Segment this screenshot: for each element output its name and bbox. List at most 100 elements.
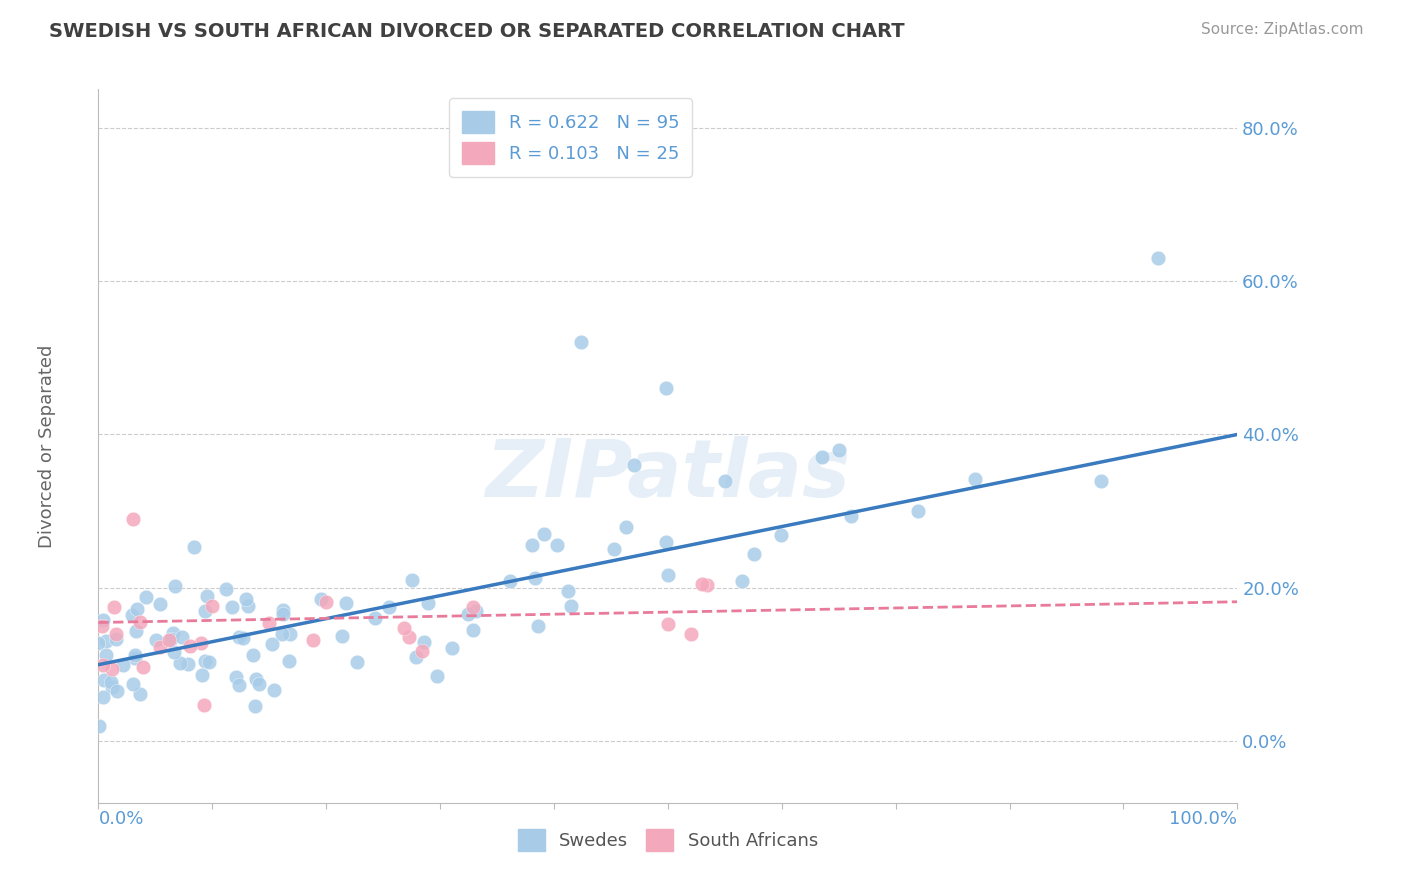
Point (90, 619, 112, 633)
Point (418, 596, 440, 610)
Point (183, 540, 205, 554)
Point (499, 574, 522, 589)
Point (657, 568, 679, 582)
Point (405, 650, 427, 665)
Point (262, 637, 284, 651)
Point (145, 632, 167, 647)
Point (398, 630, 420, 644)
Point (165, 579, 187, 593)
Point (170, 631, 193, 645)
Point (335, 597, 357, 611)
Point (101, 680, 124, 694)
Point (149, 597, 172, 611)
Point (105, 626, 128, 640)
Point (907, 504, 929, 518)
Point (129, 615, 152, 629)
Point (1090, 474, 1112, 488)
Point (679, 626, 702, 640)
Point (162, 626, 184, 640)
Point (87, 635, 110, 649)
Text: Source: ZipAtlas.com: Source: ZipAtlas.com (1201, 22, 1364, 37)
Point (238, 599, 260, 614)
Point (157, 633, 180, 648)
Text: 0.0%: 0.0% (98, 811, 143, 829)
Point (965, 471, 987, 485)
Point (623, 458, 645, 473)
Point (193, 698, 215, 713)
Point (346, 655, 368, 669)
Point (839, 508, 862, 523)
Point (315, 595, 337, 609)
Point (242, 648, 264, 662)
Point (1146, 251, 1168, 265)
Point (235, 592, 257, 607)
Point (91, 690, 114, 704)
Point (121, 607, 143, 622)
Point (100, 675, 122, 690)
Point (696, 578, 718, 592)
Point (169, 656, 191, 670)
Point (811, 450, 834, 464)
Point (411, 644, 433, 658)
Legend: Swedes, South Africans: Swedes, South Africans (510, 822, 825, 858)
Point (245, 699, 267, 714)
Point (177, 657, 200, 671)
Point (463, 624, 485, 638)
Point (105, 683, 128, 698)
Point (731, 574, 754, 588)
Point (191, 668, 214, 682)
Point (401, 574, 423, 588)
Point (93, 673, 115, 687)
Point (225, 670, 247, 684)
Point (546, 538, 568, 552)
Point (245, 672, 267, 686)
Point (190, 636, 212, 650)
Point (524, 571, 547, 585)
Point (655, 381, 678, 395)
Text: SWEDISH VS SOUTH AFRICAN DIVORCED OR SEPARATED CORRELATION CHART: SWEDISH VS SOUTH AFRICAN DIVORCED OR SEP… (49, 22, 905, 41)
Point (614, 520, 637, 534)
Point (89, 718, 111, 732)
Point (91, 613, 114, 627)
Point (194, 604, 217, 618)
Point (440, 641, 463, 656)
Point (100, 662, 122, 676)
Point (124, 651, 146, 665)
Point (278, 626, 301, 640)
Point (461, 599, 484, 614)
Point (527, 618, 550, 632)
Point (465, 604, 488, 618)
Point (378, 599, 401, 614)
Point (201, 599, 224, 613)
Point (364, 611, 387, 625)
Point (135, 590, 157, 604)
Point (520, 538, 543, 552)
Point (263, 683, 285, 698)
Point (121, 677, 143, 691)
Point (426, 669, 449, 683)
Point (122, 512, 145, 526)
Point (162, 645, 184, 659)
Text: ZIPatlas: ZIPatlas (485, 435, 851, 514)
Point (195, 589, 218, 603)
Point (104, 632, 127, 646)
Point (457, 607, 479, 621)
Point (332, 629, 354, 643)
Point (128, 687, 150, 701)
Point (309, 592, 332, 607)
Point (714, 474, 737, 488)
Point (228, 678, 250, 692)
Point (569, 335, 592, 350)
Point (194, 654, 217, 668)
Point (560, 599, 582, 613)
Point (271, 603, 294, 617)
Point (271, 626, 294, 640)
Point (94, 634, 117, 648)
Point (828, 442, 851, 457)
Point (655, 534, 678, 549)
Point (94, 648, 117, 663)
Point (228, 630, 250, 644)
Point (557, 583, 579, 598)
Text: 100.0%: 100.0% (1170, 811, 1237, 829)
Point (149, 640, 172, 654)
